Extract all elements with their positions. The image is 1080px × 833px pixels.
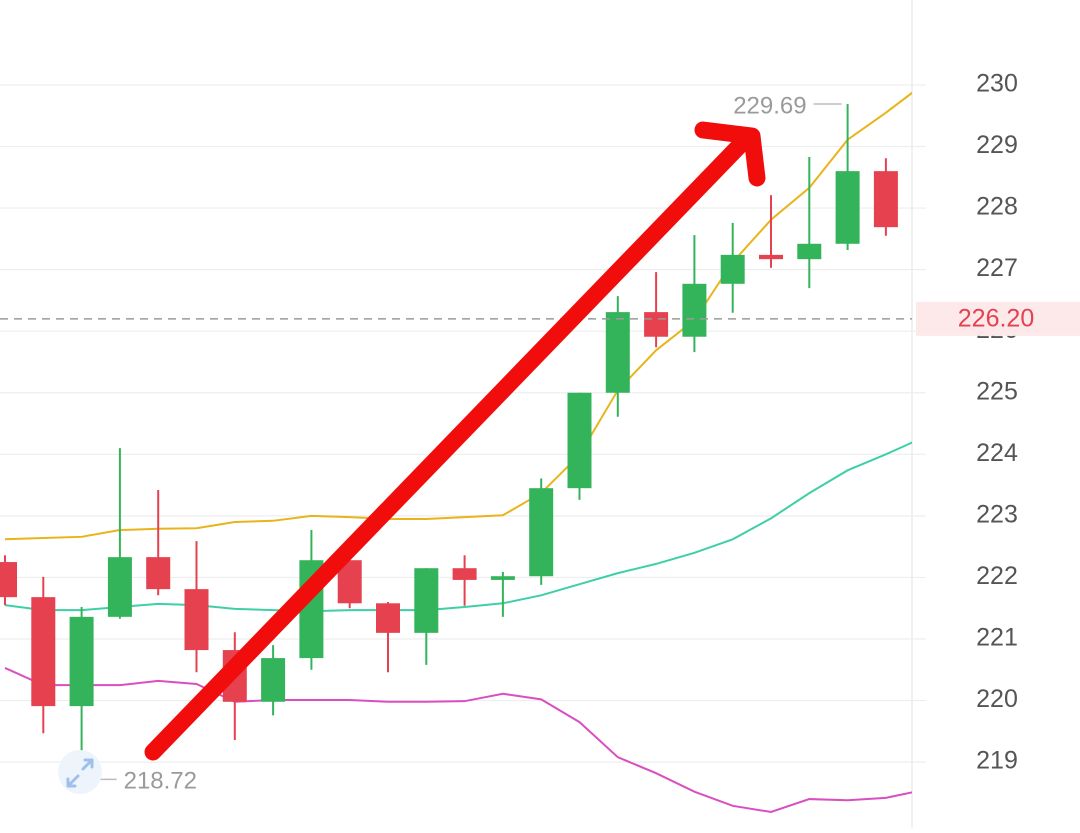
candle-body xyxy=(0,562,17,598)
candle-body xyxy=(31,597,56,707)
arrow-head xyxy=(694,121,766,187)
arrow-shaft xyxy=(144,131,754,761)
last-price-label: 226.20 xyxy=(958,304,1034,332)
candle-body xyxy=(69,616,94,707)
y-tick-label: 229 xyxy=(976,131,1018,159)
candle-body xyxy=(414,568,439,633)
y-tick-label: 228 xyxy=(976,193,1018,221)
icon-arrow xyxy=(81,758,94,771)
candle-body xyxy=(184,589,209,651)
candle-body xyxy=(567,392,592,489)
y-tick-label: 219 xyxy=(976,747,1018,775)
candle-body xyxy=(261,658,286,702)
candle-body xyxy=(644,312,669,337)
candle-body xyxy=(605,312,630,393)
min-label: 218.72 xyxy=(124,768,197,795)
expand-icon xyxy=(58,750,102,794)
candle-body xyxy=(797,243,822,260)
candle-body xyxy=(376,603,400,633)
trend-arrow xyxy=(144,121,766,761)
candle-body xyxy=(873,171,898,228)
candle-body xyxy=(452,568,477,580)
candle-body xyxy=(835,171,860,244)
y-tick-label: 230 xyxy=(976,70,1018,98)
max-label: 229.69 xyxy=(733,92,806,119)
annotations: 229.69 218.72 xyxy=(87,92,842,795)
icon-bg xyxy=(58,750,102,794)
candle-body xyxy=(490,576,515,580)
y-tick-label: 220 xyxy=(976,685,1018,713)
candle-body xyxy=(107,557,132,617)
y-tick-label: 221 xyxy=(976,624,1018,652)
candle-body xyxy=(146,557,171,590)
candle-body xyxy=(682,283,707,337)
y-tick-label: 224 xyxy=(976,439,1018,467)
candle-body xyxy=(759,254,783,260)
y-tick-label: 225 xyxy=(976,377,1018,405)
icon-arrow xyxy=(66,774,80,788)
last-price-tag xyxy=(916,301,1080,336)
overlay-line xyxy=(4,441,912,613)
y-axis: 219220221222223224225226227228229230226.… xyxy=(916,70,1080,775)
candle-body xyxy=(720,254,745,284)
candle-body xyxy=(529,488,554,577)
y-tick-label: 222 xyxy=(976,562,1018,590)
y-tick-label: 223 xyxy=(976,500,1018,528)
y-tick-label: 227 xyxy=(976,254,1018,282)
overlay-line xyxy=(4,667,912,814)
